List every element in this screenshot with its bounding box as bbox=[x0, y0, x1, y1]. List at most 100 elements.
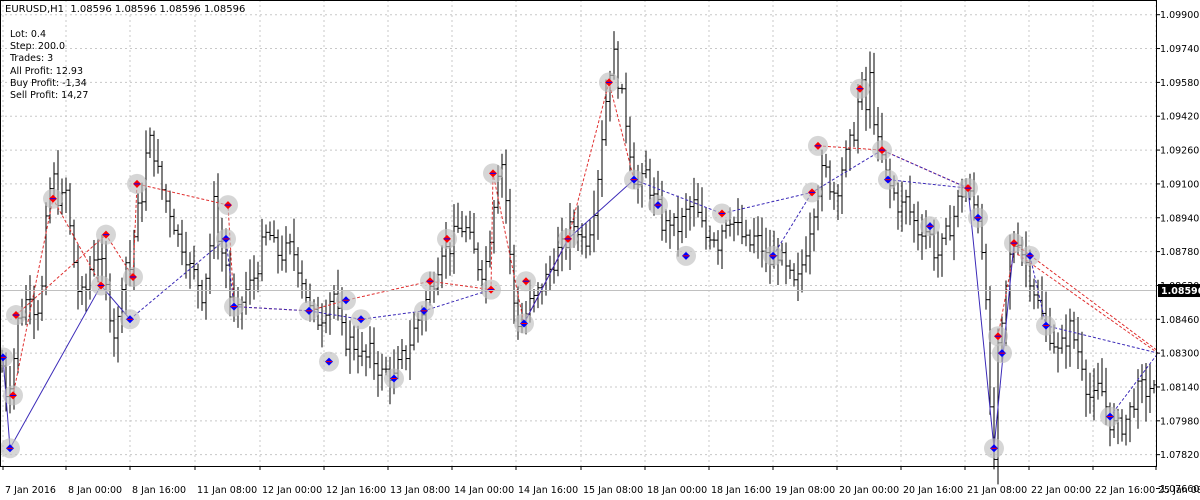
ohlc-bar bbox=[368, 326, 372, 369]
ohlc-bar bbox=[748, 229, 752, 252]
ohlc-bar bbox=[76, 243, 80, 310]
ohlc-bar bbox=[1036, 279, 1040, 309]
ohlc-bar bbox=[212, 181, 216, 259]
buy-marker-icon bbox=[336, 290, 356, 311]
x-tick-label: 20 Jan 16:00 bbox=[903, 485, 963, 496]
ohlc-bar bbox=[1064, 314, 1068, 369]
ohlc-bar bbox=[708, 225, 712, 250]
sell-marker-icon bbox=[516, 271, 536, 292]
sell-marker-icon bbox=[958, 178, 978, 199]
sell-marker-icon bbox=[872, 140, 892, 161]
ohlc-bar bbox=[288, 233, 292, 255]
ohlc-bar bbox=[404, 345, 408, 371]
ohlc-bar bbox=[600, 120, 604, 198]
y-tick-label: 1.09100 bbox=[1160, 179, 1199, 190]
ohlc-bar bbox=[720, 224, 724, 269]
ohlc-bar bbox=[952, 205, 956, 261]
ohlc-bar bbox=[1152, 379, 1156, 394]
ohlc-bar bbox=[296, 247, 300, 288]
all-profit-label: All Profit: 12.93 bbox=[10, 65, 83, 77]
ohlc-bar bbox=[172, 208, 176, 235]
ohlc-bar bbox=[88, 256, 92, 300]
ohlc-bar bbox=[592, 190, 596, 253]
buy-grid-line bbox=[1109, 352, 1159, 417]
ohlc-bar bbox=[1100, 358, 1104, 397]
ohlc-bar bbox=[276, 229, 280, 274]
x-tick-label: 22 Jan 16:00 bbox=[1095, 485, 1155, 496]
symbol-timeframe: EURUSD,H1 bbox=[5, 4, 65, 15]
ohlc-bar bbox=[408, 320, 412, 381]
ohlc-bar bbox=[292, 218, 296, 272]
ohlc-bar bbox=[1056, 332, 1060, 373]
ohlc-bar bbox=[644, 150, 648, 179]
buy-marker-icon bbox=[1100, 406, 1120, 427]
ohlc-bar bbox=[160, 161, 164, 200]
sell-marker-icon bbox=[437, 228, 457, 249]
ohlc-bar bbox=[684, 193, 688, 238]
buy-marker-icon bbox=[992, 343, 1012, 364]
ohlc-bar bbox=[712, 232, 716, 248]
ohlc-bar bbox=[576, 205, 580, 251]
ohlc-bar bbox=[28, 275, 32, 325]
ohlc-bar bbox=[664, 209, 668, 243]
ohlc-bar bbox=[584, 223, 588, 259]
y-tick-label: 1.09740 bbox=[1160, 44, 1199, 55]
buy-marker-icon bbox=[120, 309, 140, 330]
sell-marker-icon bbox=[91, 275, 111, 296]
ohlc-bar bbox=[1120, 409, 1124, 442]
ohlc-bar bbox=[84, 273, 88, 312]
time-axis[interactable]: 7 Jan 2016 8 Jan 00:00 8 Jan 16:00 11 Jan 0… bbox=[2, 466, 1200, 496]
ohlc-bar bbox=[804, 236, 808, 273]
ohlc-bar bbox=[376, 351, 380, 397]
sell-marker-icon bbox=[43, 188, 63, 209]
ohlc-bar bbox=[612, 31, 616, 80]
ohlc-bar bbox=[1060, 324, 1064, 354]
ohlc-bar bbox=[380, 353, 384, 391]
ohlc-bar bbox=[356, 325, 360, 374]
ohlc-bar bbox=[36, 300, 40, 331]
ohlc-bar bbox=[1124, 414, 1128, 446]
ohlc-bar bbox=[92, 240, 96, 277]
price-axis[interactable]: 1.09900 1.09740 1.09580 1.09420 1.09260 1.091… bbox=[1156, 10, 1199, 495]
x-tick-label: 12 Jan 00:00 bbox=[262, 485, 322, 496]
ohlc-bar bbox=[752, 217, 756, 254]
buy-marker-icon bbox=[351, 309, 371, 330]
ohlc-bar bbox=[112, 308, 116, 357]
ohlc-bar bbox=[852, 122, 856, 147]
ohlc-bar bbox=[1072, 311, 1076, 349]
sell-marker-icon bbox=[483, 163, 503, 184]
x-tick-label: 7 Jan 2016 bbox=[5, 485, 56, 496]
ohlc-bar bbox=[468, 210, 472, 240]
ohlc-bar bbox=[400, 339, 404, 370]
ohlc-bar bbox=[1148, 364, 1152, 413]
ohlc-bar bbox=[1032, 278, 1036, 310]
ohlc-bar bbox=[184, 231, 188, 279]
sell-marker-icon bbox=[1004, 233, 1024, 254]
y-tick-label: 1.09580 bbox=[1160, 78, 1199, 89]
sell-marker-icon bbox=[599, 72, 619, 93]
ohlc-bar bbox=[384, 356, 388, 376]
sell-marker-icon bbox=[127, 173, 147, 194]
lot-label: Lot: 0.4 bbox=[10, 29, 46, 40]
ohlc-bar bbox=[508, 188, 512, 275]
sell-marker-icon bbox=[96, 224, 116, 245]
ohlc-bar bbox=[364, 344, 368, 377]
y-tick-label: 1.09260 bbox=[1160, 146, 1199, 157]
ohlc-bar bbox=[732, 216, 736, 242]
chart-header: EURUSD,H1 1.08596 1.08596 1.08596 1.0859… bbox=[5, 4, 245, 15]
ohlc-bar bbox=[464, 215, 468, 243]
ohlc-bar bbox=[216, 173, 220, 260]
buy-marker-icon bbox=[0, 347, 13, 368]
ohlc-values: 1.08596 1.08596 1.08596 1.08596 bbox=[70, 4, 246, 15]
buy-grid-line bbox=[772, 192, 813, 257]
ohlc-bar bbox=[532, 289, 536, 313]
ohlc-bar bbox=[596, 170, 600, 240]
ohlc-bar bbox=[868, 51, 872, 129]
ohlc-bar bbox=[736, 198, 740, 236]
ohlc-bar bbox=[616, 41, 620, 99]
ohlc-bar bbox=[188, 252, 192, 289]
buy-marker-icon bbox=[1020, 245, 1040, 266]
ohlc-bar bbox=[916, 201, 920, 251]
ohlc-bar bbox=[72, 219, 76, 268]
